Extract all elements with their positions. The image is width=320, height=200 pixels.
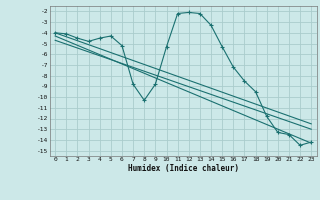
X-axis label: Humidex (Indice chaleur): Humidex (Indice chaleur): [128, 164, 239, 173]
